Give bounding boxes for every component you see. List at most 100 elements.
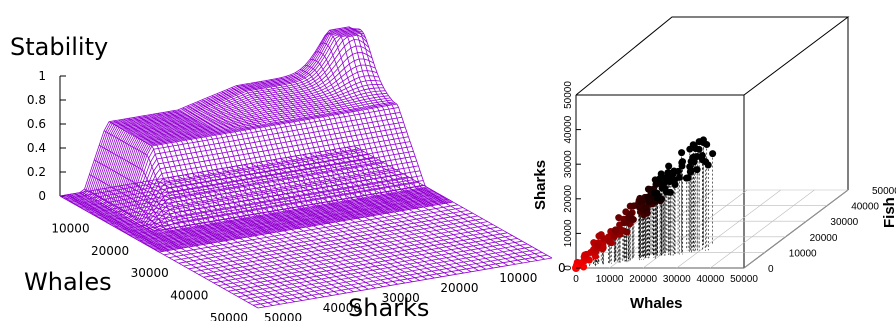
surface-mesh-line	[344, 27, 444, 205]
surface-mesh-line	[241, 84, 341, 222]
surface-mesh-line	[59, 195, 160, 253]
surface-floor-line	[252, 254, 548, 306]
surface-z-axis-label: Stability	[10, 33, 108, 61]
surface-mesh-line	[275, 78, 375, 216]
scatter-x-tick-label: 20000	[629, 274, 657, 285]
scatter-point	[637, 197, 645, 205]
scatter-point	[642, 204, 650, 212]
scatter-point	[611, 226, 619, 234]
surface-y-tick-label: 40000	[323, 301, 361, 315]
surface-mesh-line	[353, 28, 454, 203]
surface-x-tick-label: 30000	[131, 266, 169, 280]
scatter-point	[656, 175, 664, 183]
scatter-point	[665, 173, 673, 181]
surface-floor-line	[178, 212, 473, 264]
surface-y-tick-label: 20000	[440, 281, 478, 295]
surface-mesh-line	[299, 69, 400, 212]
scatter-point	[646, 185, 654, 193]
surface-mesh-line	[84, 188, 184, 249]
scatter-point	[684, 174, 692, 182]
surface-z-tick-label: 0.6	[27, 117, 46, 131]
surface-mesh-line	[250, 82, 351, 220]
surface-mesh-line	[334, 28, 434, 206]
surface-z-tick-label: 1	[38, 69, 46, 83]
surface-mesh-line	[138, 116, 238, 240]
scatter-x-tick-label: 10000	[596, 274, 624, 285]
scatter-point	[599, 245, 607, 253]
scatter-point	[665, 162, 673, 170]
scatter-point	[695, 145, 703, 153]
surface-floor-line	[188, 218, 483, 270]
scatter-point	[594, 242, 602, 250]
scatter-point	[671, 181, 679, 189]
surface-y-tick-label: 0	[558, 261, 566, 275]
surface-mesh-line	[108, 121, 209, 245]
surface-y-tick-label: 10000	[499, 271, 537, 285]
surface-floor-line	[228, 240, 523, 292]
surface-mesh-line	[118, 119, 218, 243]
surface-mesh-line	[64, 194, 165, 252]
scatter-point	[666, 188, 674, 196]
surface-x-tick-label: 10000	[51, 221, 89, 235]
surface-mesh-line	[152, 113, 253, 237]
surface-y-axis-label: Sharks	[348, 294, 429, 321]
surface-mesh-line	[290, 74, 390, 214]
surface-mesh-line	[231, 87, 331, 224]
surface-z-tick-label: 0.2	[27, 165, 46, 179]
surface-mesh-line	[324, 33, 424, 208]
surface-floor-line	[238, 246, 533, 298]
scatter-x-tick-label: 50000	[730, 274, 758, 285]
surface-mesh-line	[167, 111, 268, 235]
scatter-y-axis-label: Fish	[881, 197, 896, 228]
scatter-y-tick-label: 30000	[830, 217, 858, 228]
scatter-point	[699, 136, 707, 144]
surface-mesh-line	[216, 93, 316, 226]
surface-mesh-line	[309, 59, 410, 210]
scatter-point	[704, 161, 712, 169]
scatter-points	[572, 136, 717, 272]
surface-plot: Stability Whales Sharks 0 0.2 0.4 0.6 0.8 1 1…	[10, 26, 566, 321]
surface-floor-line	[193, 221, 488, 272]
surface-floor-line	[203, 226, 498, 278]
surface-y-tick-label: 30000	[382, 291, 420, 305]
surface-mesh-line	[103, 130, 204, 245]
scatter-point	[628, 215, 636, 223]
scatter-x-axis-label: Whales	[630, 295, 683, 312]
surface-mesh-line	[314, 51, 415, 210]
scatter-point	[689, 141, 697, 149]
scatter-point	[698, 156, 706, 164]
scatter-point	[688, 166, 696, 174]
scatter-point	[653, 189, 661, 197]
surface-x-axis-label: Whales	[24, 268, 112, 296]
scatter-floor-line	[710, 189, 815, 269]
scatter-z-ticks: 0 10000 20000 30000 40000 50000	[563, 81, 581, 271]
surface-mesh-line	[206, 97, 307, 228]
surface-y-ticks: 0 10000 20000 30000 40000 50000	[264, 261, 566, 321]
surface-mesh-line	[79, 192, 179, 250]
surface-mesh-line	[98, 144, 199, 246]
surface-floor-line	[223, 238, 518, 289]
scatter-point	[709, 150, 717, 158]
surface-mesh-line	[89, 174, 189, 248]
surface-mesh-line	[177, 109, 277, 233]
scatter-x-ticks: 0 10000 20000 30000 40000 50000	[573, 274, 758, 285]
scatter-z-tick-label: 30000	[563, 150, 574, 178]
scatter-point	[599, 234, 607, 242]
scatter-x-tick-label: 30000	[663, 274, 691, 285]
scatter-y-tick-label: 50000	[872, 186, 896, 197]
surface-mesh-line	[329, 29, 429, 207]
scatter-point	[623, 228, 631, 236]
surface-z-tick-label: 0	[38, 189, 46, 203]
surface-mesh-line	[285, 76, 385, 215]
surface-mesh-line	[339, 28, 439, 205]
surface-mesh-line	[236, 85, 336, 223]
surface-mesh-line	[348, 26, 449, 204]
scatter-point	[675, 173, 683, 181]
surface-x-tick-label: 50000	[210, 311, 248, 321]
surface-floor-line	[208, 229, 503, 281]
surface-floor-line	[163, 204, 459, 256]
scatter-y-tick-label: 10000	[789, 248, 817, 259]
surface-floor-line	[218, 235, 513, 286]
surface-floor-line	[213, 232, 508, 284]
